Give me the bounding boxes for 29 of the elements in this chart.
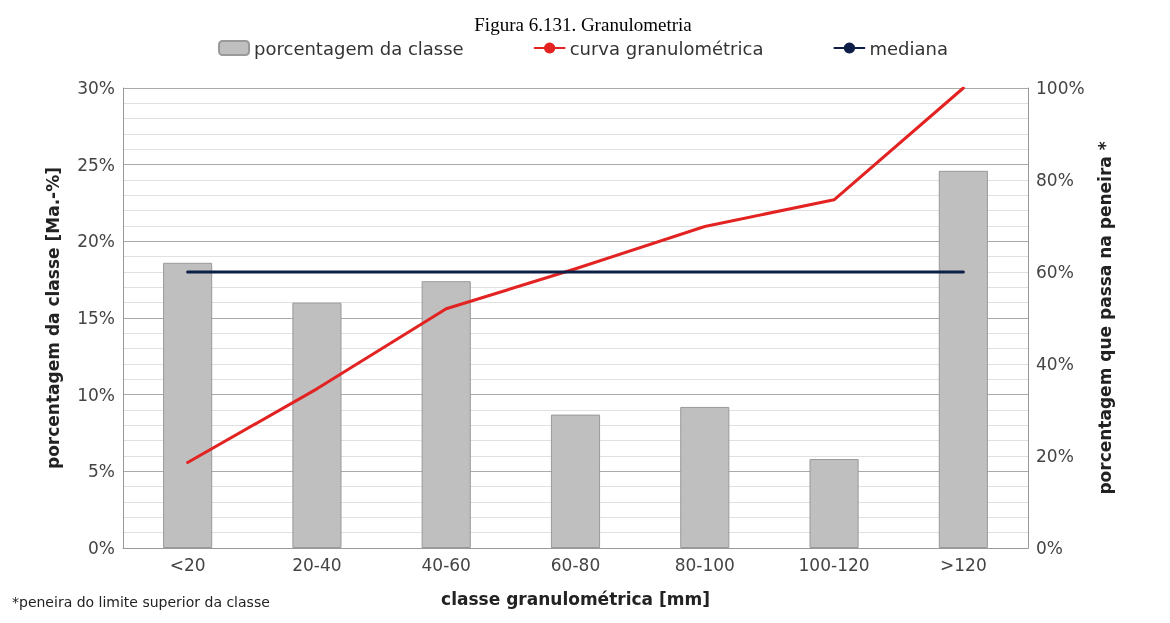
- y-tick-label: 10%: [77, 384, 115, 405]
- y-tick-label: 5%: [88, 461, 115, 482]
- legend-label: porcentagem da classe: [254, 37, 464, 59]
- y2-tick-label: 100%: [1036, 78, 1085, 98]
- legend-label: mediana: [869, 37, 948, 59]
- x-tick-label: >120: [940, 554, 987, 575]
- x-axis-title: classe granulométrica [mm]: [441, 588, 710, 609]
- x-tick-label: 100-120: [798, 554, 870, 575]
- x-tick-label: 20-40: [292, 554, 342, 575]
- y2-tick-label: 80%: [1036, 170, 1074, 190]
- y2-tick-label: 40%: [1036, 354, 1074, 374]
- y-tick-label: 20%: [77, 231, 115, 252]
- line-series: [186, 86, 965, 464]
- y2-tick-label: 20%: [1036, 446, 1074, 466]
- y-tick-label: 25%: [77, 154, 115, 175]
- y2-tick-label: 60%: [1036, 262, 1074, 282]
- y2-tick-label: 0%: [1036, 538, 1063, 558]
- y-tick-label: 30%: [77, 78, 115, 98]
- y-tick-label: 15%: [77, 308, 115, 328]
- legend-label: curva granulométrica: [569, 37, 764, 59]
- x-tick-label: 60-80: [550, 554, 601, 575]
- chart-title: Figura 6.131. Granulometria: [474, 14, 693, 35]
- y-tick-label: 0%: [88, 538, 115, 558]
- text: *peneira do limite superior da classe: [12, 594, 270, 610]
- x-tick-label: 40-60: [421, 554, 471, 575]
- y2-axis-title: porcentagem que passa na peneira *: [1094, 141, 1115, 495]
- x-tick-label: <20: [169, 554, 206, 575]
- y-axis-title: porcentagem da classe [Ma.-%]: [42, 167, 63, 469]
- x-tick-label: 80-100: [674, 554, 735, 575]
